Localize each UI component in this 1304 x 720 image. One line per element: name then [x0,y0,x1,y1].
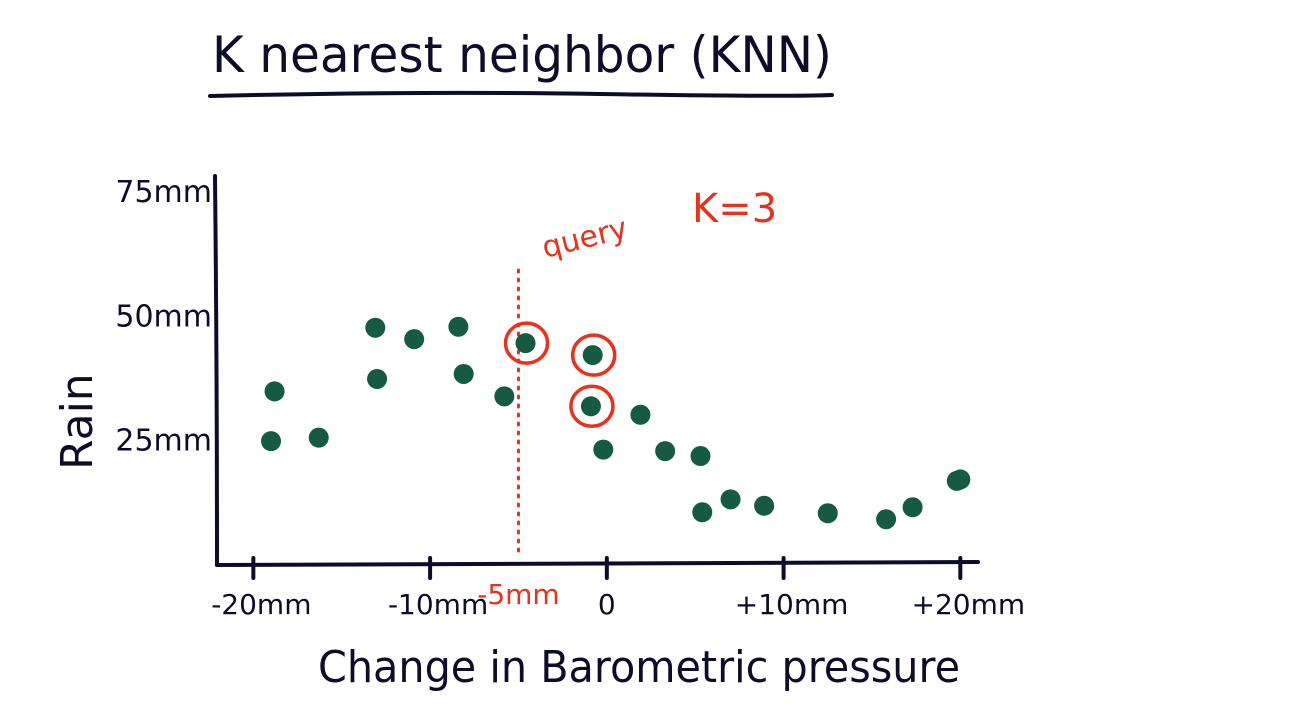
data-point [817,503,838,524]
data-point [308,427,329,448]
y-ticks: 25mm 50mm 75mm [115,175,212,459]
y-axis-title: Rain [52,373,103,470]
data-point [365,317,386,338]
title-underline [208,90,834,98]
data-point [593,439,614,460]
x-tick-label: 0 [598,588,616,621]
x-ticks: -20mm -10mm 0 +10mm +20mm [211,556,1026,621]
neighbor-circle [570,333,617,377]
neighbor-point [580,396,601,417]
x-tick-label: -20mm [211,588,311,621]
data-point [494,386,515,407]
data-point [448,316,469,337]
data-point [630,404,651,425]
x-tick-label: +10mm [735,588,849,621]
x-axis-title: Change in Barometric pressure [318,642,960,693]
chart-title: K nearest neighbor (KNN) [212,26,832,84]
query-marker: -5mm [477,268,560,611]
query-label: query [538,211,631,266]
x-tick-label: +20mm [912,588,1026,621]
x-axis-line [215,560,980,567]
data-point [453,363,474,384]
neighbor-point [515,333,536,354]
data-point [754,495,775,516]
query-tick-label: -5mm [477,578,559,611]
x-tick-label: -10mm [388,588,488,621]
neighbor-point [582,345,603,366]
data-point [950,469,971,490]
y-tick-label: 75mm [115,175,212,210]
data-point [264,381,285,402]
data-point [404,329,425,350]
data-points [261,316,971,530]
y-tick-label: 50mm [115,299,212,334]
k-label: K=3 [692,186,777,232]
data-point [902,497,923,518]
data-point [720,489,741,510]
neighbor-circle [569,384,615,429]
y-tick-label: 25mm [115,424,212,459]
data-point [876,509,897,530]
data-point [692,502,713,523]
neighbor-circle [503,321,550,365]
data-point [261,431,282,452]
y-axis-line [213,174,219,567]
data-point [690,446,711,467]
data-point [655,441,676,462]
data-point [367,368,388,389]
